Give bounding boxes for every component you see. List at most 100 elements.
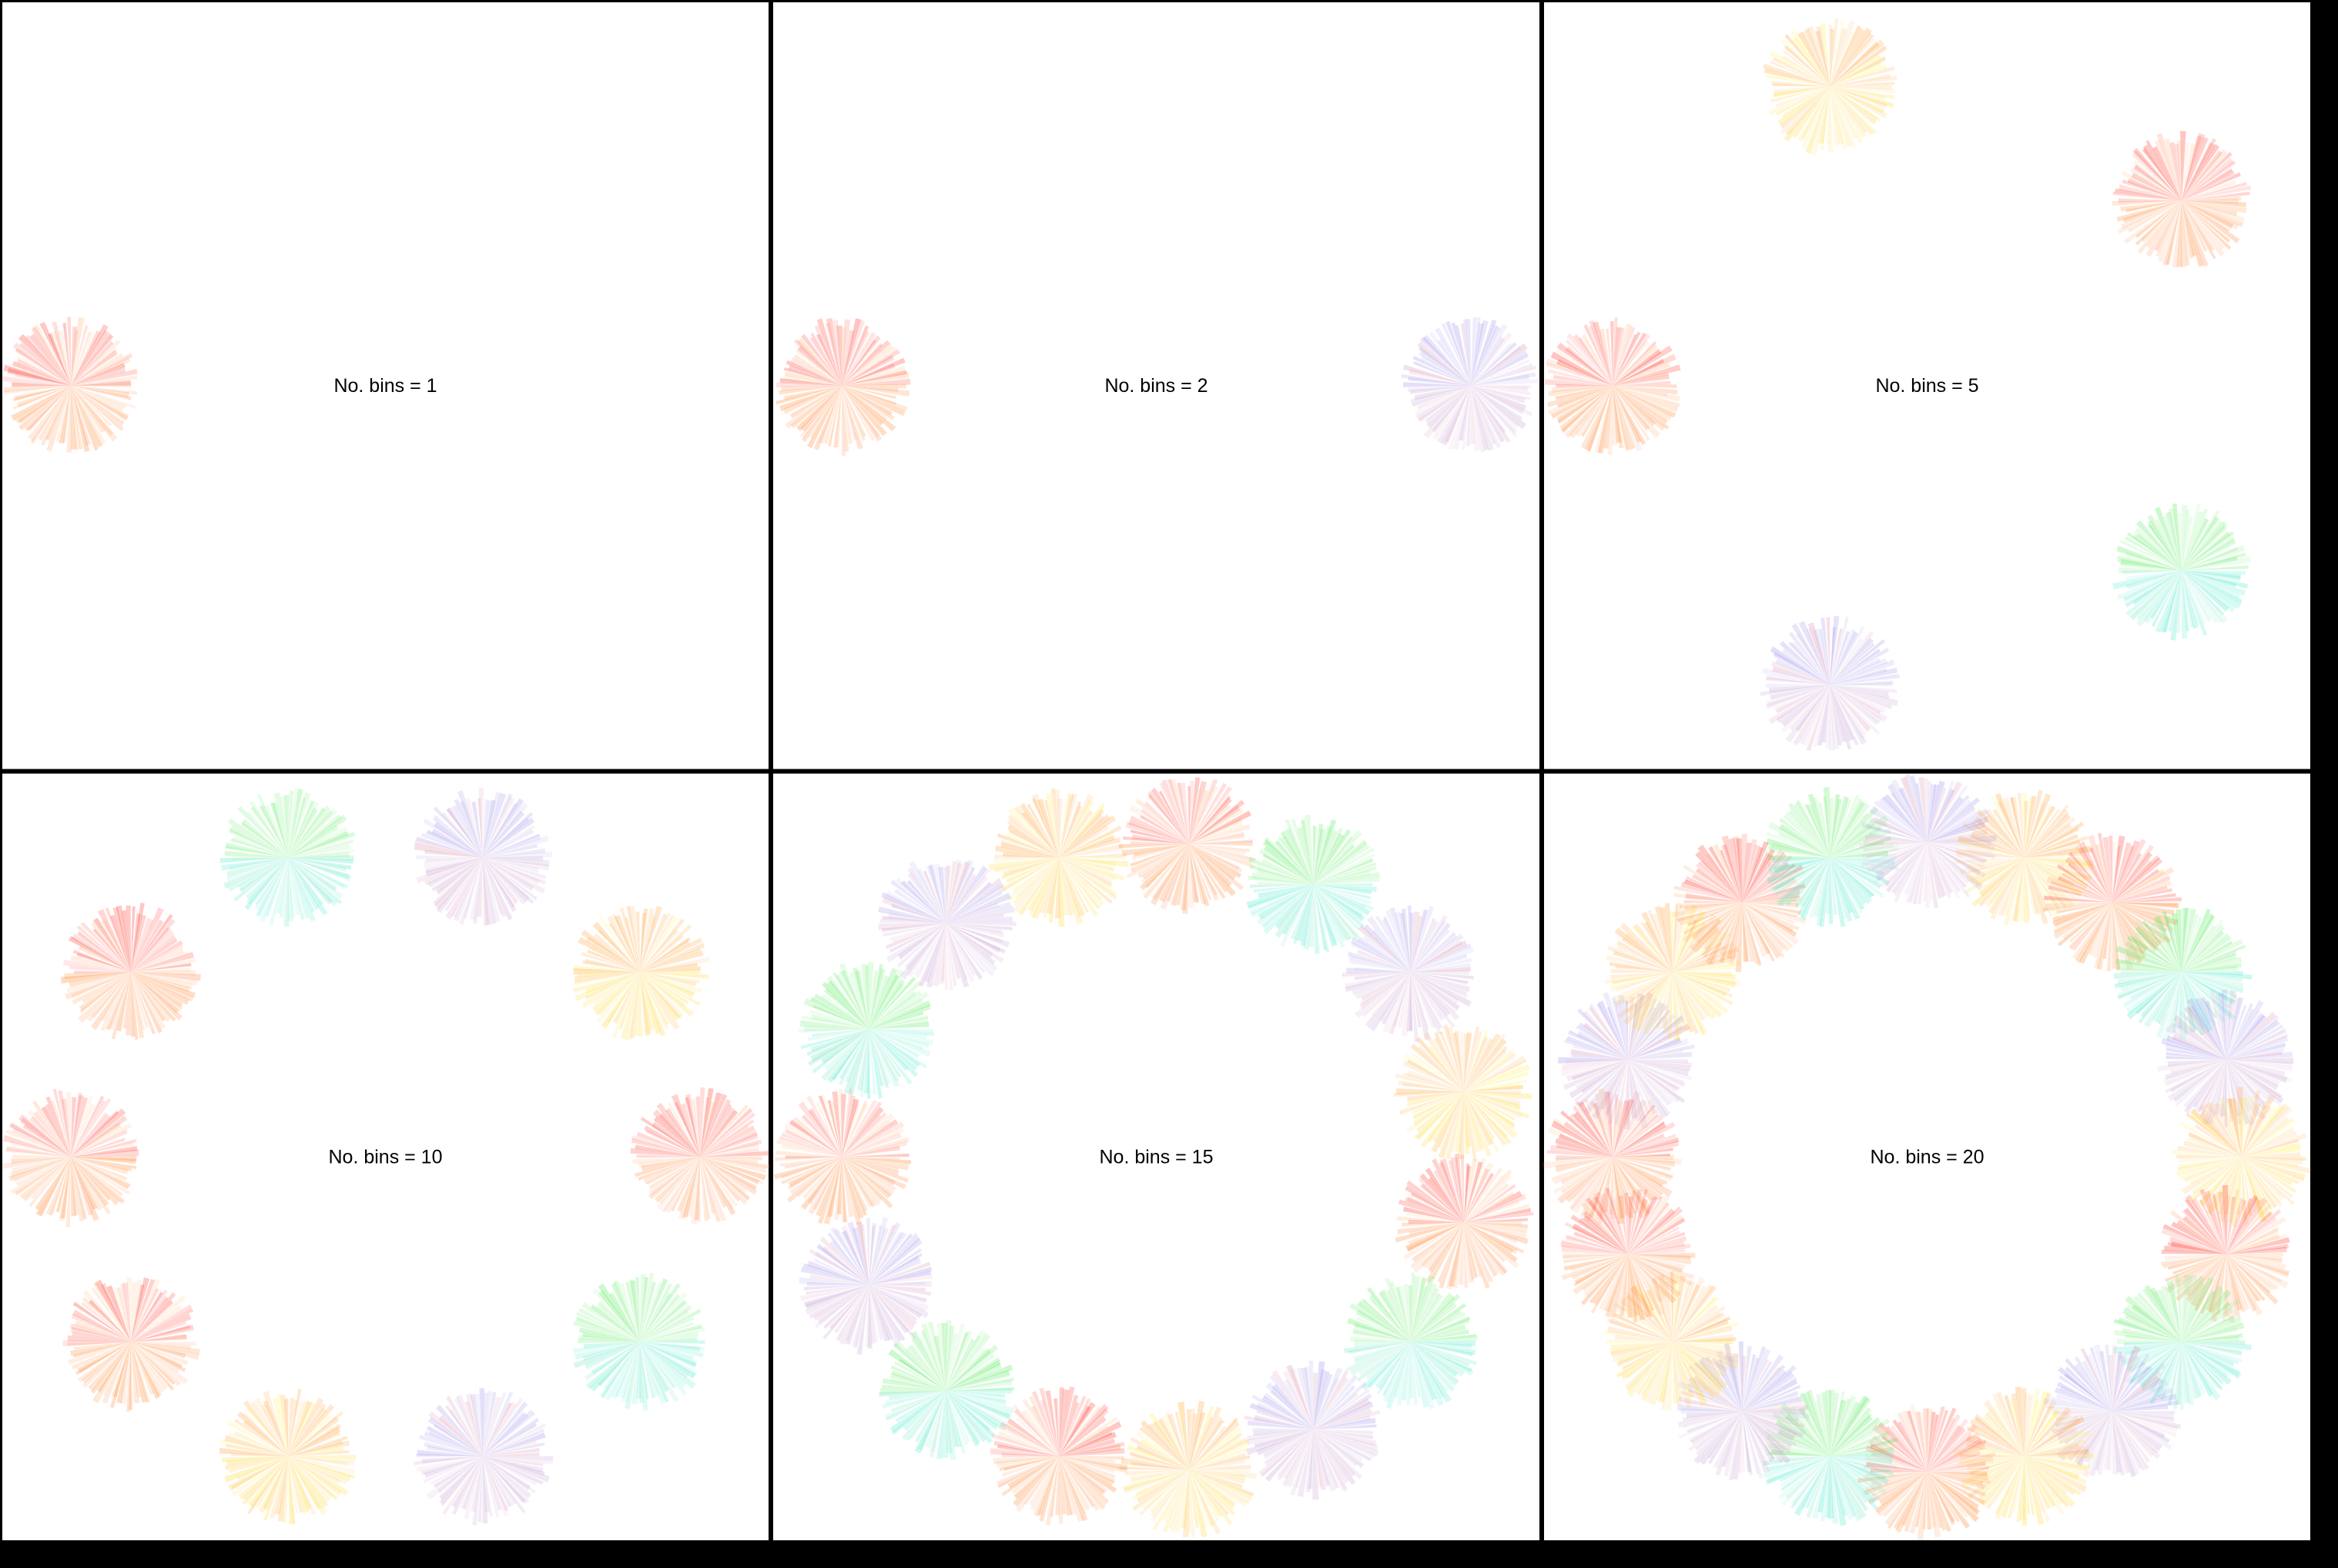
wheel-ray bbox=[2024, 793, 2052, 858]
wheel-ray bbox=[1830, 638, 1863, 685]
wheel-ray bbox=[1927, 795, 1970, 843]
wheel-ray bbox=[1573, 1044, 1629, 1060]
wheel-ray bbox=[879, 1388, 946, 1395]
wheel-ray bbox=[682, 1157, 700, 1218]
wheel-ray bbox=[1135, 798, 1190, 844]
wheel-ray bbox=[1410, 1292, 1453, 1342]
wheel-ray bbox=[1571, 1254, 1629, 1280]
wheel-ray bbox=[2181, 936, 2232, 973]
wheel-ray bbox=[2024, 1409, 2060, 1456]
wheel-ray bbox=[131, 1308, 194, 1342]
wheel-ray bbox=[2155, 200, 2182, 257]
wheel-ray bbox=[639, 1326, 705, 1342]
wheel-ray bbox=[2241, 1142, 2301, 1158]
wheel-ray bbox=[1573, 1060, 1629, 1103]
wheel-ray bbox=[842, 385, 896, 431]
wheel-ray bbox=[2024, 857, 2060, 906]
wheel-ray bbox=[58, 1157, 72, 1222]
wheel-ray bbox=[1613, 1157, 1650, 1217]
wheel-ray bbox=[869, 1029, 902, 1078]
bin-wheel-5 bbox=[1118, 777, 1256, 914]
wheel-ray bbox=[1830, 857, 1874, 899]
wheel-ray bbox=[460, 1456, 483, 1509]
wheel-ray bbox=[1004, 1422, 1060, 1456]
wheel-ray bbox=[2119, 539, 2182, 571]
wheel-ray bbox=[1410, 1334, 1477, 1342]
wheel-ray bbox=[1927, 817, 1982, 843]
bin-wheel-2 bbox=[1558, 992, 1695, 1130]
wheel-ray bbox=[941, 923, 946, 982]
wheel-ray bbox=[97, 1342, 132, 1392]
wheel-ray bbox=[1413, 361, 1471, 386]
wheel-ray bbox=[1464, 1222, 1514, 1255]
wheel-ray bbox=[639, 1274, 646, 1342]
wheel-ray bbox=[71, 1157, 123, 1197]
wheel-ray bbox=[869, 1029, 931, 1057]
wheel-ray bbox=[131, 972, 183, 1020]
wheel-ray bbox=[1613, 371, 1669, 386]
wheel-ray bbox=[1742, 902, 1785, 952]
wheel-ray bbox=[1688, 1364, 1743, 1412]
wheel-ray bbox=[1119, 1466, 1190, 1470]
wheel-ray bbox=[2226, 1254, 2289, 1288]
wheel-ray bbox=[1927, 1471, 1991, 1485]
wheel-ray bbox=[457, 790, 483, 858]
wheel-ray bbox=[1408, 1222, 1464, 1245]
wheel-ray bbox=[71, 1157, 94, 1216]
wheel-ray bbox=[1927, 1471, 1979, 1523]
wheel-ray bbox=[131, 1305, 183, 1342]
wheel-ray bbox=[889, 923, 946, 941]
wheel-ray bbox=[15, 385, 72, 424]
wheel-ray bbox=[1420, 355, 1471, 386]
wheel-ray bbox=[1615, 965, 1673, 973]
wheel-ray bbox=[1189, 843, 1237, 880]
wheel-ray bbox=[2172, 503, 2182, 571]
wheel-ray bbox=[946, 885, 1007, 923]
wheel-ray bbox=[699, 1157, 760, 1184]
wheel-ray bbox=[1276, 1429, 1314, 1481]
wheel-ray bbox=[2122, 1307, 2182, 1342]
wheel-ray bbox=[1189, 1446, 1250, 1470]
wheel-ray bbox=[1613, 385, 1678, 395]
wheel-ray bbox=[1470, 385, 1518, 438]
wheel-ray bbox=[1974, 1413, 2025, 1456]
wheel-ray bbox=[233, 836, 289, 858]
wheel-ray bbox=[773, 1157, 842, 1180]
wheel-ray bbox=[1830, 799, 1852, 858]
wheel-ray bbox=[1628, 1254, 1677, 1285]
wheel-ray bbox=[695, 1096, 700, 1158]
wheel-ray bbox=[288, 857, 310, 919]
wheel-ray bbox=[1313, 884, 1377, 893]
wheel-ray bbox=[582, 1342, 640, 1361]
wheel-ray bbox=[71, 385, 136, 409]
bin-wheel-7 bbox=[572, 1272, 705, 1411]
wheel-ray bbox=[1464, 1174, 1505, 1223]
wheel-ray bbox=[71, 1157, 130, 1195]
wheel-ray bbox=[1406, 1342, 1411, 1406]
wheel-ray bbox=[12, 385, 72, 402]
bin-wheel-7 bbox=[1954, 789, 2095, 926]
wheel-ray bbox=[1927, 842, 1988, 863]
wheel-ray bbox=[445, 857, 483, 920]
wheel-ray bbox=[1177, 782, 1190, 844]
wheel-ray bbox=[2154, 507, 2182, 571]
wheel-ray bbox=[1729, 1355, 1743, 1412]
wheel-ray bbox=[2128, 946, 2182, 973]
wheel-ray bbox=[2024, 1446, 2088, 1456]
wheel-ray bbox=[482, 833, 541, 858]
wheel-ray bbox=[2125, 570, 2182, 581]
wheel-ray bbox=[1, 376, 72, 386]
wheel-ray bbox=[946, 881, 1004, 923]
wheel-ray bbox=[1464, 1168, 1489, 1223]
wheel-ray bbox=[914, 1390, 946, 1443]
wheel-ray bbox=[1613, 1137, 1680, 1158]
wheel-ray bbox=[1780, 685, 1831, 733]
wheel-ray bbox=[1742, 854, 1775, 903]
wheel-ray bbox=[2226, 1208, 2282, 1255]
wheel-ray bbox=[2157, 1060, 2226, 1072]
wheel-ray bbox=[1800, 1392, 1831, 1456]
wheel-ray bbox=[131, 913, 173, 973]
wheel-ray bbox=[869, 1029, 920, 1067]
wheel-ray bbox=[1830, 682, 1892, 687]
wheel-ray bbox=[1613, 1157, 1663, 1196]
